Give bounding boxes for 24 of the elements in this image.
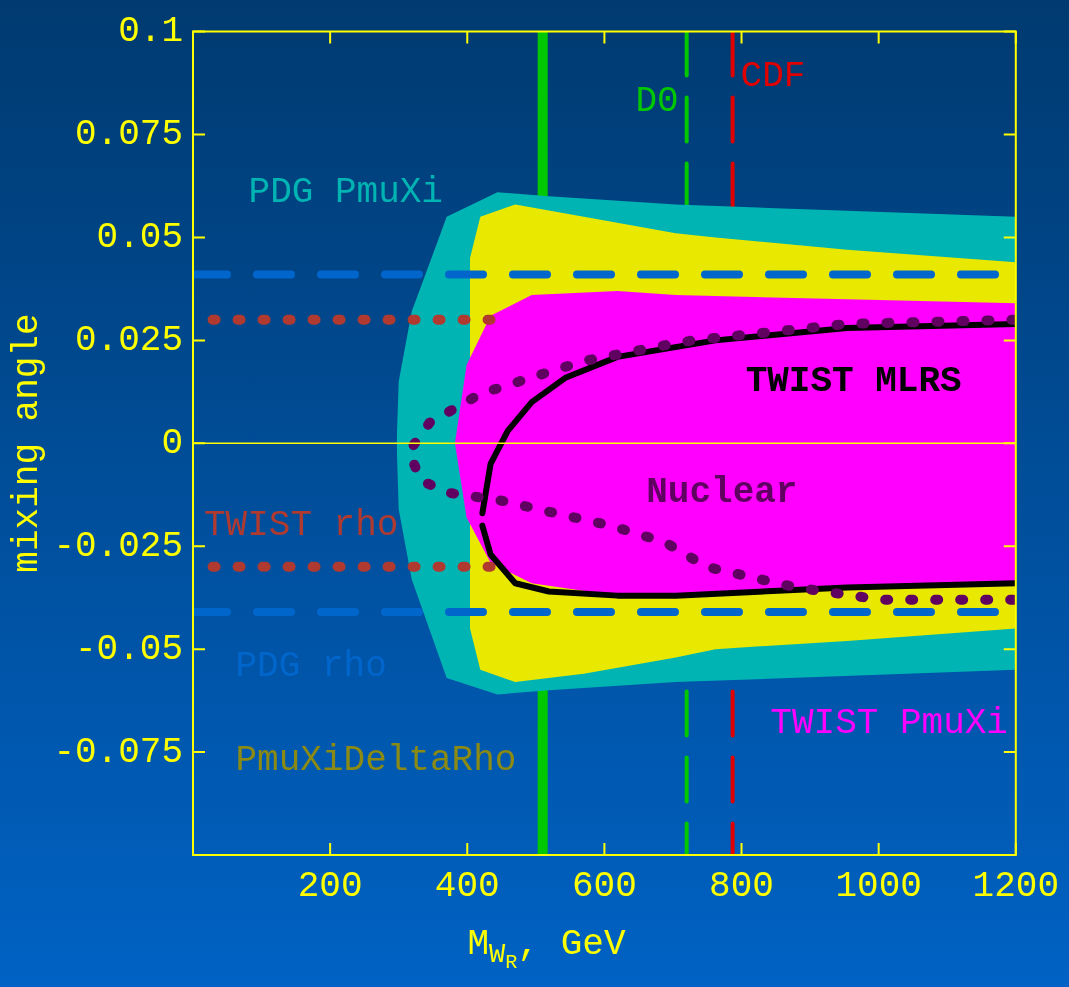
x-tick-label: 600 (571, 866, 637, 908)
x-axis-title: M$_{W}$$_{R}$, GeV (466, 924, 626, 975)
y-axis-title: mixing angle (7, 313, 48, 573)
y-tick-label: -0.075 (53, 731, 183, 773)
series-label: PDG PmuXi (248, 171, 443, 213)
x-tick-label: 200 (297, 866, 363, 908)
x-tick-label: 400 (434, 866, 500, 908)
y-tick-label: 0 (161, 422, 183, 464)
text: TWIST PmuXi (770, 702, 1008, 744)
series-label: Nuclear (646, 471, 798, 513)
y-tick-label: -0.05 (74, 628, 183, 670)
x-tick-label: 1200 (972, 866, 1059, 908)
series-label: TWIST MLRS (745, 360, 962, 402)
y-tick-label: 0.1 (118, 11, 183, 53)
x-tick-label: 1000 (835, 866, 922, 908)
y-tick-label: 0.05 (96, 216, 183, 258)
ref-line-label: CDF (740, 56, 806, 98)
y-tick-label: 0.075 (74, 114, 183, 156)
y-tick-label: -0.025 (53, 525, 183, 567)
annotation: PmuXiDeltaRho (235, 739, 517, 781)
ref-line-label: D0 (635, 81, 679, 123)
text: TWIST rho (203, 505, 399, 547)
x-tick-label: 800 (709, 866, 774, 908)
y-tick-label: 0.025 (74, 319, 183, 361)
